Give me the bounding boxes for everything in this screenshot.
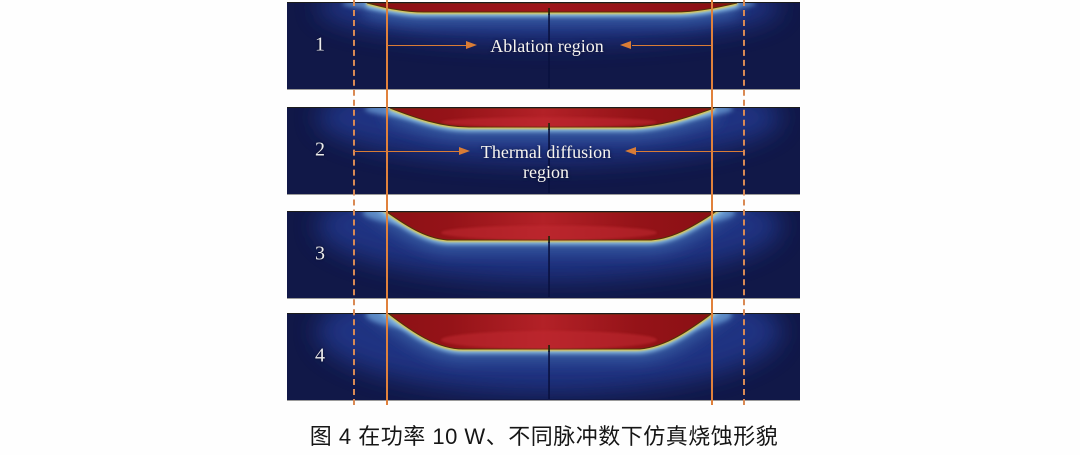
simulation-panel-1: 1	[287, 2, 800, 90]
thermal-region-label: Thermal diffusion region	[481, 142, 611, 182]
ablation-boundary-line-left	[386, 0, 388, 405]
ablation-arrow-line-left	[387, 45, 466, 46]
heatmap-image-4	[287, 314, 800, 399]
heatmap-image-1	[287, 3, 800, 88]
thermal-region-label-line2: region	[523, 162, 569, 182]
figure-caption: 图 4 在功率 10 W、不同脉冲数下仿真烧蚀形貌	[309, 424, 779, 449]
panel-number-2: 2	[315, 138, 325, 161]
simulation-panel-4: 4	[287, 313, 800, 401]
simulation-panel-3: 3	[287, 211, 800, 299]
thermal-arrowhead-right-icon	[459, 147, 470, 155]
thermal-arrow-line-right	[636, 151, 743, 152]
panel-number-4: 4	[315, 344, 325, 367]
ablation-region-label: Ablation region	[490, 36, 604, 56]
ablation-boundary-line-right	[711, 0, 713, 405]
heatmap-image-3	[287, 212, 800, 297]
panel-number-3: 3	[315, 242, 325, 265]
ablation-arrowhead-left-icon	[620, 41, 631, 49]
thermal-arrowhead-left-icon	[625, 147, 636, 155]
ablation-arrow-line-right	[632, 45, 711, 46]
heatmap-image-2	[287, 108, 800, 193]
thermal-boundary-line-left	[353, 0, 355, 405]
thermal-arrow-line-left	[354, 151, 459, 152]
thermal-boundary-line-right	[743, 0, 745, 405]
panel-number-1: 1	[315, 33, 325, 56]
ablation-arrowhead-right-icon	[466, 41, 477, 49]
thermal-region-label-line1: Thermal diffusion	[480, 142, 612, 162]
